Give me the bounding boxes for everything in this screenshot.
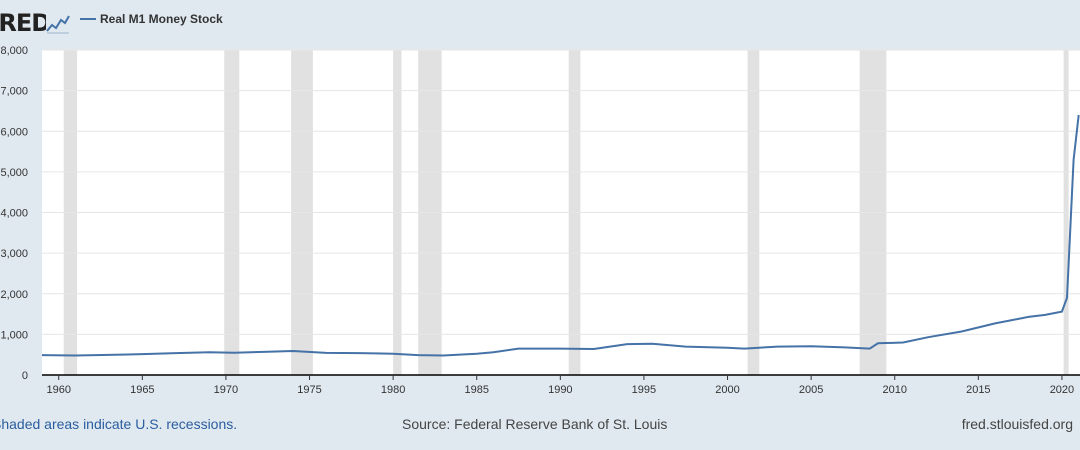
y-tick-label-1: 1,000	[0, 329, 28, 341]
x-tick-label-7: 1995	[632, 384, 656, 396]
y-tick-label-3: 3,000	[0, 248, 28, 260]
x-tick-label-10: 2010	[882, 384, 906, 396]
x-tick-label-2: 1970	[214, 384, 238, 396]
x-tick-label-9: 2005	[799, 384, 823, 396]
x-tick-label-4: 1980	[381, 384, 405, 396]
y-tick-label-2: 2,000	[0, 289, 28, 301]
fred-chart-icon	[46, 14, 70, 34]
x-tick-label-3: 1975	[297, 384, 321, 396]
x-tick-label-5: 1985	[464, 384, 488, 396]
recession-note[interactable]: Shaded areas indicate U.S. recessions.	[0, 416, 238, 432]
x-tick-label-11: 2015	[966, 384, 990, 396]
legend-line-swatch	[80, 18, 96, 20]
y-tick-label-0: 0	[22, 370, 28, 382]
line-chart: 0 1,000 2,000 3,000 4,000 5,000 6,000 7,000 8,00…	[0, 45, 1080, 396]
x-tick-label-0: 1960	[46, 384, 70, 396]
fred-logo-text: FRED	[0, 9, 51, 37]
chart-legend: Real M1 Money Stock	[80, 12, 223, 26]
y-tick-label-6: 6,000	[0, 126, 28, 138]
y-tick-label-7: 7,000	[0, 86, 28, 98]
x-tick-label-8: 2000	[715, 384, 739, 396]
y-tick-label-8: 8,000	[0, 45, 28, 57]
site-link[interactable]: fred.stlouisfed.org	[961, 416, 1073, 432]
y-tick-label-4: 4,000	[0, 208, 28, 220]
x-tick-label-1: 1965	[130, 384, 154, 396]
gridlines	[42, 49, 1080, 335]
source-note: Source: Federal Reserve Bank of St. Loui…	[402, 416, 668, 432]
series-line-real-m1[interactable]	[41, 114, 1080, 357]
y-tick-label-5: 5,000	[0, 167, 28, 179]
x-tick-label-12: 2020	[1050, 384, 1074, 396]
y-axis-ticks: 0 1,000 2,000 3,000 4,000 5,000 6,000 7,000 8,00…	[0, 45, 28, 382]
x-axis-ticks: 1960 1965 1970 1975 1980 1985 1990 1995 2000 2005…	[46, 375, 1074, 396]
x-tick-label-6: 1990	[548, 384, 572, 396]
legend-label: Real M1 Money Stock	[100, 12, 223, 26]
